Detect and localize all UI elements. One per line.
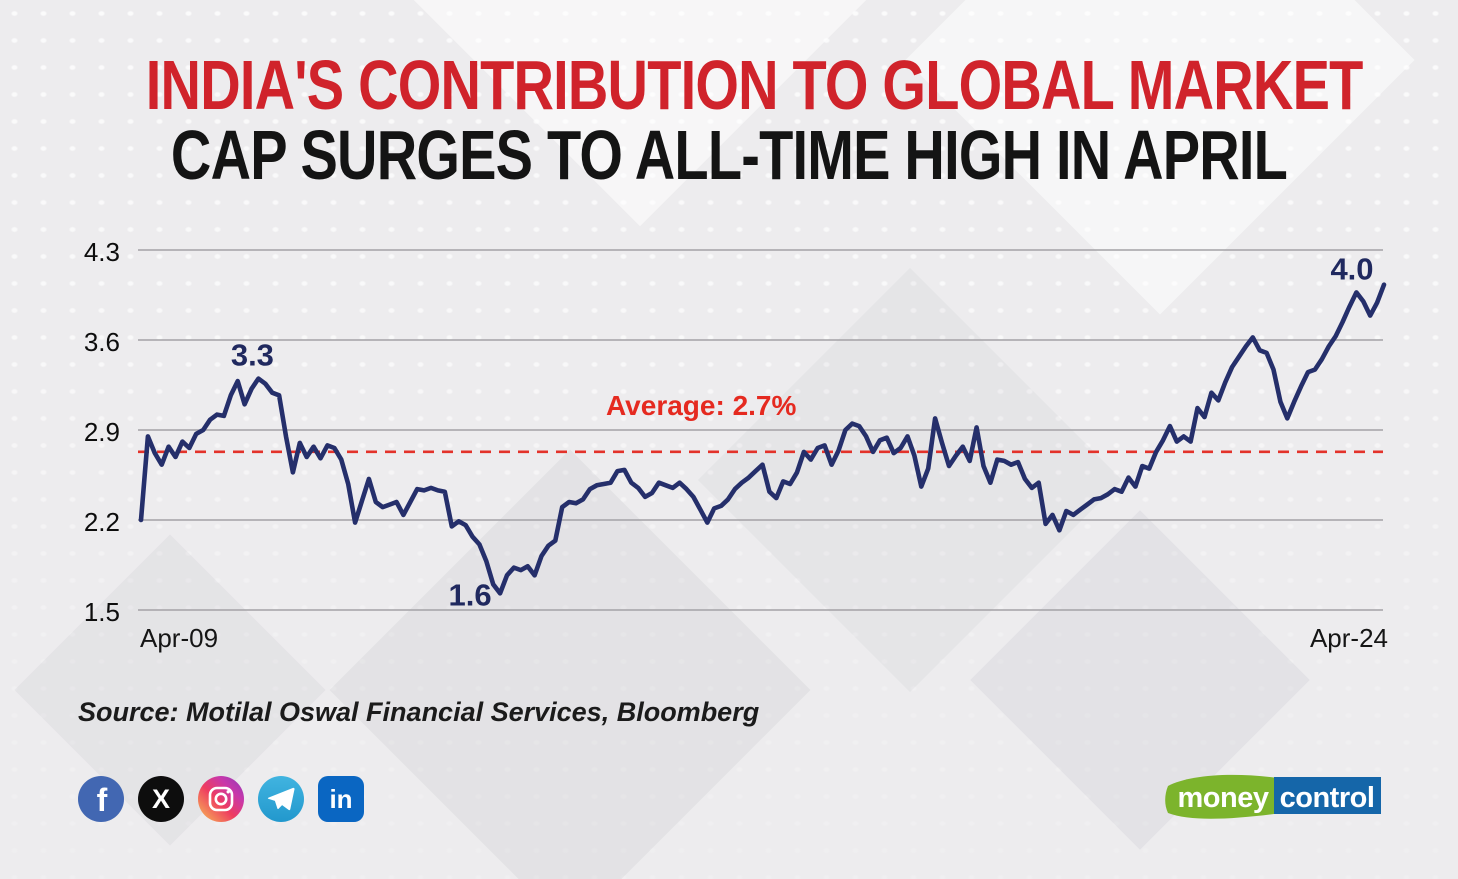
facebook-glyph: f <box>96 781 108 818</box>
x-glyph: X <box>151 783 170 814</box>
average-label: Average: 2.7% <box>606 390 796 421</box>
y-axis-tick-label: 1.5 <box>84 597 120 627</box>
x-axis-first-label: Apr-09 <box>140 623 218 653</box>
y-axis-tick-label: 4.3 <box>84 237 120 267</box>
instagram-camera-glyph <box>208 786 234 812</box>
facebook-icon[interactable]: f <box>78 776 124 822</box>
y-axis-tick-label: 2.9 <box>84 417 120 447</box>
headline-line-1: INDIA'S CONTRIBUTION TO GLOBAL MARKET <box>145 46 1364 124</box>
headline: INDIA'S CONTRIBUTION TO GLOBAL MARKET CA… <box>0 46 1458 194</box>
x-axis-last-label: Apr-24 <box>1310 623 1388 653</box>
logo-green-flag <box>1165 774 1274 819</box>
telegram-icon[interactable] <box>258 776 304 822</box>
y-axis-tick-label: 2.2 <box>84 507 120 537</box>
data-point-label: 1.6 <box>449 577 492 612</box>
data-point-label: 4.0 <box>1330 252 1373 287</box>
y-axis-tick-label: 3.6 <box>84 327 120 357</box>
logo-money-text: money <box>1178 782 1269 814</box>
data-point-label: 3.3 <box>231 338 274 373</box>
source-credit: Source: Motilal Oswal Financial Services… <box>78 697 760 727</box>
headline-line-2: CAP SURGES TO ALL-TIME HIGH IN APRIL <box>170 116 1288 194</box>
market-cap-line-series <box>138 282 1387 596</box>
instagram-icon[interactable] <box>198 776 244 822</box>
logo-control-text: control <box>1280 782 1375 814</box>
linkedin-icon[interactable]: in <box>318 776 364 822</box>
moneycontrol-logo[interactable]: money control <box>1160 769 1390 821</box>
social-links-row: f X in <box>78 776 364 822</box>
x-twitter-icon[interactable]: X <box>138 776 184 822</box>
logo-blue-rect <box>1274 777 1381 814</box>
telegram-plane-glyph <box>267 787 295 811</box>
linkedin-glyph: in <box>329 783 353 814</box>
market-cap-line-chart: 4.3 3.6 2.9 2.2 1.5 Average: 2.7% 3.3 1.6 4.0 Apr… <box>84 237 1388 653</box>
